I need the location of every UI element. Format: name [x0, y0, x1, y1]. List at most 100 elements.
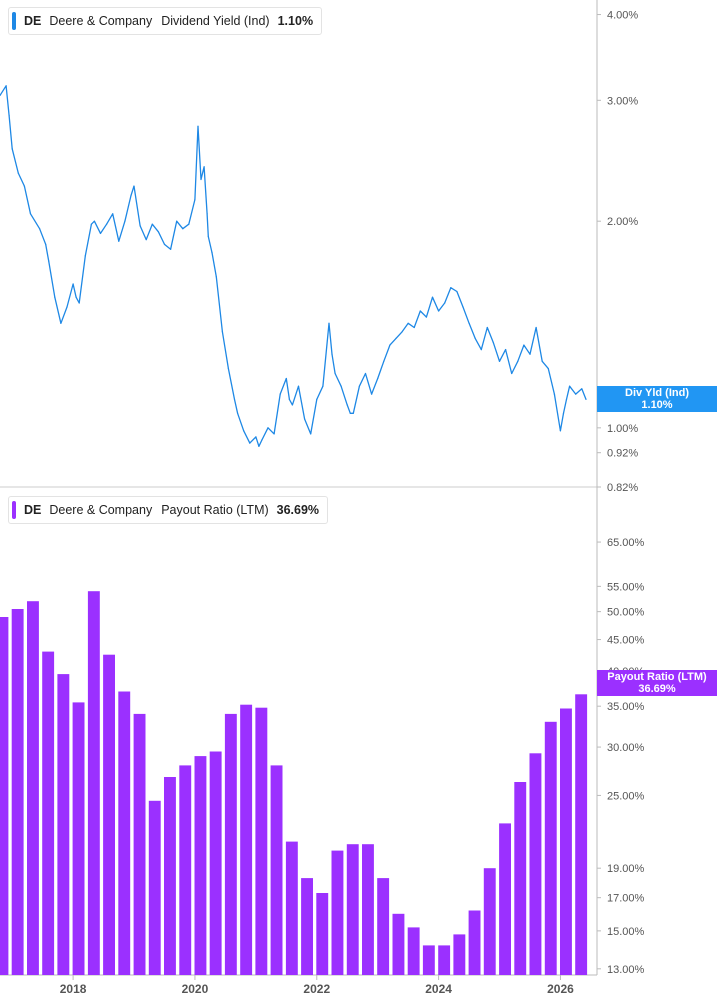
yield-point [523, 344, 525, 346]
yield-point [75, 296, 77, 298]
y-tick-label: 2.00% [607, 216, 638, 228]
yield-point [419, 310, 421, 312]
payout-bar [87, 591, 100, 975]
yield-point [383, 360, 385, 362]
yield-point [267, 427, 269, 429]
x-tick-label: 2020 [182, 982, 209, 996]
yield-point [182, 228, 184, 230]
tag-value: 36.69% [638, 683, 676, 695]
yield-point [450, 287, 452, 289]
yield-point [371, 393, 373, 395]
payout-bar [72, 702, 85, 975]
y-tick-label: 50.00% [607, 607, 645, 619]
yield-point [243, 430, 245, 432]
payout-ratio-legend[interactable]: DE Deere & Company Payout Ratio (LTM) 36… [8, 496, 329, 524]
tag-label: Payout Ratio (LTM) [607, 671, 707, 683]
yield-point [211, 252, 213, 254]
legend-ticker: DE [24, 14, 42, 28]
yield-point [377, 377, 379, 380]
yield-point [492, 342, 494, 344]
payout-bar [179, 765, 192, 975]
tag-value: 1.10% [641, 399, 673, 411]
payout-bar [118, 691, 131, 975]
yield-point [176, 220, 178, 222]
yield-point [261, 439, 263, 441]
yield-point [559, 430, 562, 432]
payout-ratio-value-tag: Payout Ratio (LTM) 36.69% [597, 670, 717, 696]
payout-bar [544, 721, 557, 975]
payout-bar [331, 850, 344, 975]
yield-point [99, 232, 102, 234]
yield-point [200, 178, 202, 181]
yield-point [54, 296, 56, 298]
yield-point [340, 385, 342, 387]
payout-bar [148, 800, 161, 975]
yield-point [581, 388, 583, 390]
yield-point [474, 337, 476, 339]
payout-bar [224, 713, 237, 975]
yield-legend-swatch [12, 12, 16, 30]
yield-point [575, 393, 577, 395]
yield-point [395, 337, 397, 339]
yield-point [273, 433, 275, 435]
x-axis: 2018 2020 2022 2024 2026 [60, 975, 574, 996]
payout-bar [468, 910, 481, 975]
dividend-yield-legend[interactable]: DE Deere & Company Dividend Yield (Ind) … [8, 7, 323, 35]
yield-point [285, 377, 287, 380]
x-tick-label: 2022 [303, 982, 330, 996]
yield-point [505, 349, 507, 351]
yield-point [72, 283, 74, 285]
payout-bar [27, 601, 39, 975]
yield-point [358, 385, 360, 387]
yield-point [60, 322, 62, 324]
yield-point [401, 331, 403, 333]
yield-point [23, 185, 25, 187]
payout-bar [422, 945, 435, 975]
yield-point [438, 310, 440, 312]
yield-point [346, 404, 348, 406]
payout-ratio-plot [0, 591, 588, 975]
yield-point [170, 248, 172, 250]
payout-bar [57, 674, 70, 975]
yield-point [364, 372, 367, 375]
yield-point [207, 235, 209, 238]
yield-point [511, 372, 513, 375]
yield-point [425, 316, 427, 318]
payout-bar [11, 609, 24, 975]
payout-bar [0, 617, 9, 975]
y-tick-label: 17.00% [607, 893, 645, 905]
yield-point [90, 223, 92, 225]
legend-company: Deere & Company [49, 14, 153, 28]
payout-bar [255, 707, 268, 975]
y-tick-label: 15.00% [607, 926, 645, 938]
y-tick-label: 30.00% [607, 742, 645, 754]
yield-point [197, 125, 199, 127]
yield-point [237, 412, 239, 414]
y-tick-label: 45.00% [607, 635, 645, 647]
dividend-yield-value-tag: Div Yld (Ind) 1.10% [597, 386, 717, 412]
tag-label: Div Yld (Ind) [625, 387, 689, 399]
payout-bar [240, 704, 253, 975]
yield-point [84, 255, 86, 257]
yield-point [194, 199, 196, 201]
yield-point [310, 433, 312, 435]
payout-bar [499, 823, 511, 975]
legend-company: Deere & Company [49, 503, 153, 517]
y-tick-label: 35.00% [607, 701, 645, 713]
y-tick-label: 0.82% [607, 482, 638, 494]
y-tick-label: 55.00% [607, 581, 645, 593]
yield-point [498, 360, 501, 362]
yield-point [8, 115, 10, 117]
payout-legend-swatch [12, 501, 16, 519]
yield-point [139, 225, 141, 227]
dividend-yield-line [0, 85, 587, 447]
payout-bar [301, 878, 313, 975]
payout-bar [316, 893, 329, 975]
legend-ticker: DE [24, 503, 42, 517]
y-tick-label: 0.92% [607, 448, 638, 460]
yield-point [585, 398, 587, 400]
yield-point [297, 385, 300, 387]
yield-point [11, 148, 13, 150]
payout-bar [285, 841, 298, 975]
